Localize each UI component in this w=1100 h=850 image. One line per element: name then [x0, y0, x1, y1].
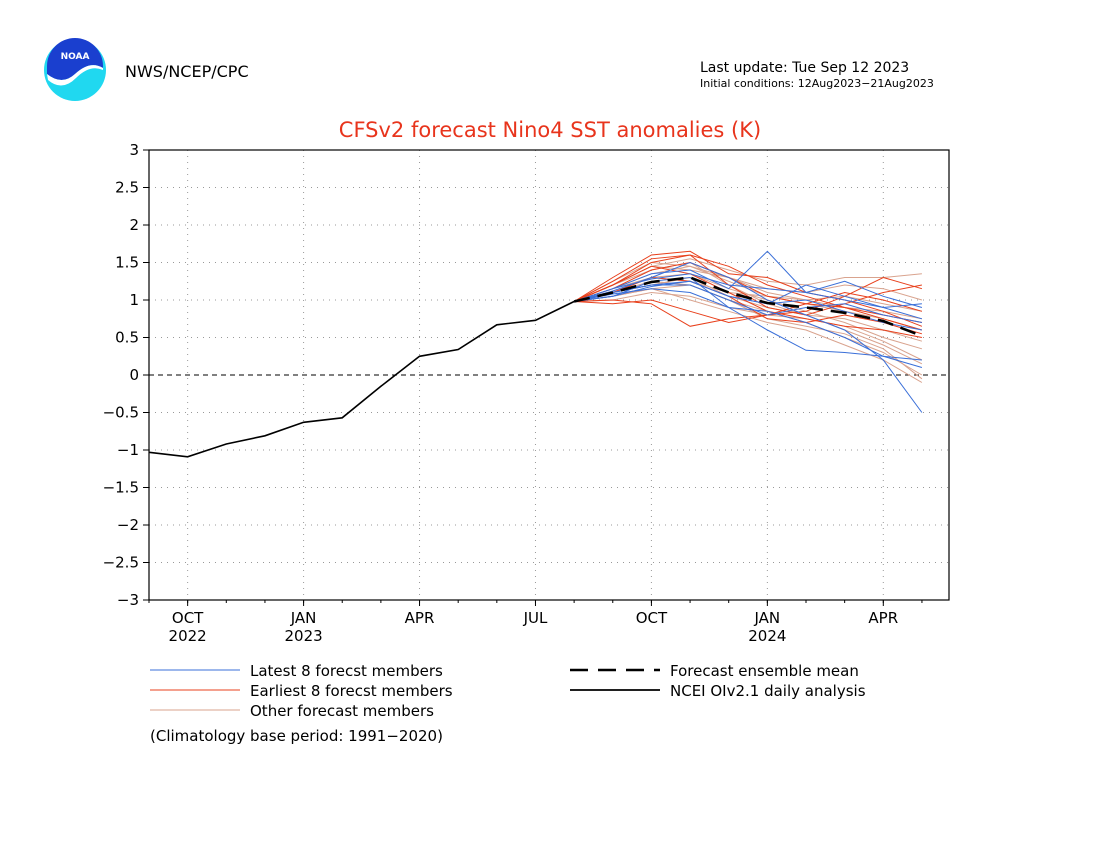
y-tick-label: 2 — [129, 216, 139, 234]
earliest-member-line-5 — [573, 254, 923, 331]
y-tick-label: −3 — [117, 591, 139, 609]
y-tick-label: 2.5 — [115, 179, 139, 197]
logo-text: NOAA — [61, 52, 90, 62]
other-member-line-8 — [574, 291, 923, 361]
logo-wave — [47, 65, 103, 86]
chart-title: CFSv2 forecast Nino4 SST anomalies (K) — [339, 118, 761, 142]
y-tick-label: −2 — [117, 516, 139, 534]
organization-label: NWS/NCEP/CPC — [125, 62, 249, 81]
legend-label-mean: Forecast ensemble mean — [670, 662, 859, 680]
earliest-member-line-8 — [573, 265, 922, 338]
analysis-line — [148, 300, 575, 458]
last-update-label: Last update: Tue Sep 12 2023 — [700, 60, 909, 76]
plot-area: −3−2.5−2−1.5−1−0.500.511.522.53 OCT2022J… — [103, 141, 950, 645]
latest-member-line-7 — [573, 284, 922, 323]
x-tick-label: APR — [868, 609, 898, 627]
legend-label-earliest: Earliest 8 forecst members — [250, 682, 453, 700]
legend-label-analysis: NCEI OIv2.1 daily analysis — [670, 682, 866, 700]
other-member-line-9 — [573, 276, 922, 312]
latest-member-line-1 — [573, 250, 923, 320]
y-tick-label: −0.5 — [103, 404, 139, 422]
y-tick-label: −1.5 — [103, 479, 139, 497]
y-tick-label: 0 — [129, 366, 139, 384]
logo-blue-dome — [47, 38, 103, 80]
latest-member-line-5 — [574, 288, 922, 361]
analysis-group — [148, 300, 575, 458]
noaa-logo: NOAA — [44, 38, 106, 101]
y-tick-label: −1 — [117, 441, 139, 459]
x-tick-label: JAN — [290, 609, 317, 627]
y-tick-label: 3 — [129, 141, 139, 159]
x-tick-year-label: 2022 — [169, 627, 207, 645]
mean-group — [573, 276, 923, 338]
x-tick-year-label: 2024 — [748, 627, 786, 645]
latest-members-group — [573, 250, 923, 413]
y-axis: −3 −2.5 −2 −1.5 −1 −0.5 0 0.5 1 1.5 2 2.5 3 — [103, 141, 149, 609]
initial-conditions-label: Initial conditions: 12Aug2023−21Aug2023 — [700, 77, 934, 90]
ensemble-mean-line — [573, 276, 923, 338]
legend: Latest 8 forecst members Forecast ensemb… — [150, 662, 866, 720]
climatology-note: (Climatology base period: 1991−2020) — [150, 727, 443, 745]
legend-label-other: Other forecast members — [250, 702, 434, 720]
x-tick-label: APR — [405, 609, 435, 627]
x-tick-year-label: 2023 — [284, 627, 322, 645]
y-tick-label: −2.5 — [103, 554, 139, 572]
other-member-line-11 — [573, 276, 923, 365]
y-tick-label: 1 — [129, 291, 139, 309]
legend-label-latest: Latest 8 forecst members — [250, 662, 443, 680]
x-tick-label: JUL — [523, 609, 548, 627]
other-member-line-2 — [573, 280, 923, 376]
earliest-member-line-2 — [573, 254, 922, 316]
latest-member-line-6 — [573, 273, 923, 308]
y-tick-label: 1.5 — [115, 254, 139, 272]
grid-lines — [149, 150, 949, 600]
x-tick-label: OCT — [172, 609, 204, 627]
y-tick-label: 0.5 — [115, 329, 139, 347]
x-tick-label: JAN — [754, 609, 781, 627]
x-tick-label: OCT — [636, 609, 668, 627]
